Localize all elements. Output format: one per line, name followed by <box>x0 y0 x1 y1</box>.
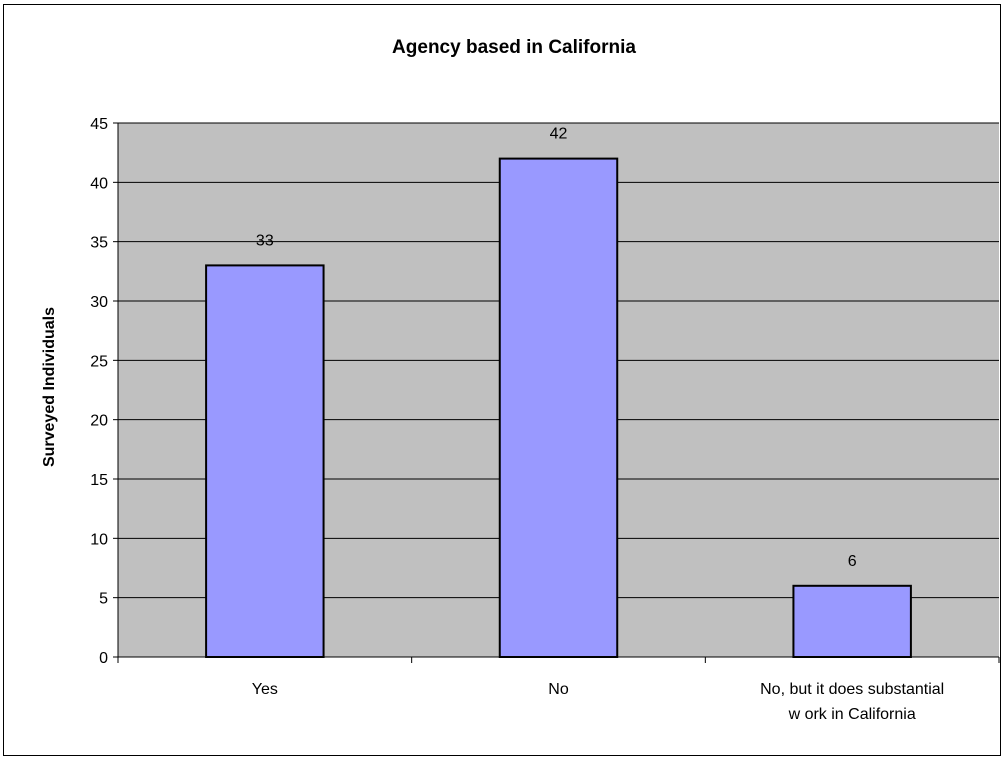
bar <box>498 157 619 658</box>
bar <box>792 584 912 658</box>
data-label: 42 <box>550 126 568 143</box>
data-label: 6 <box>848 553 857 570</box>
x-category-label: No <box>548 681 569 698</box>
x-category-label: w ork in California <box>788 706 916 723</box>
x-category-label: No, but it does substantial <box>760 681 944 698</box>
y-tick-label: 40 <box>90 175 108 192</box>
y-tick-label: 25 <box>90 353 108 370</box>
y-tick-label: 10 <box>90 531 108 548</box>
y-tick-label: 30 <box>90 294 108 311</box>
y-tick-label: 35 <box>90 235 108 252</box>
data-label: 33 <box>256 232 274 249</box>
y-tick-label: 20 <box>90 413 108 430</box>
plot-area: 0 5 10 15 20 25 30 35 40 45 33 Yes 42 No 6 No, but it d… <box>90 116 1000 723</box>
y-tick-label: 45 <box>90 116 108 133</box>
bar <box>205 264 325 658</box>
y-axis-label: Surveyed Individuals <box>41 307 58 467</box>
y-tick-label: 15 <box>90 472 108 489</box>
chart-title: Agency based in California <box>392 37 636 58</box>
x-category-label: Yes <box>252 681 278 698</box>
y-tick-label: 5 <box>99 591 108 608</box>
y-tick-label: 0 <box>99 650 108 667</box>
